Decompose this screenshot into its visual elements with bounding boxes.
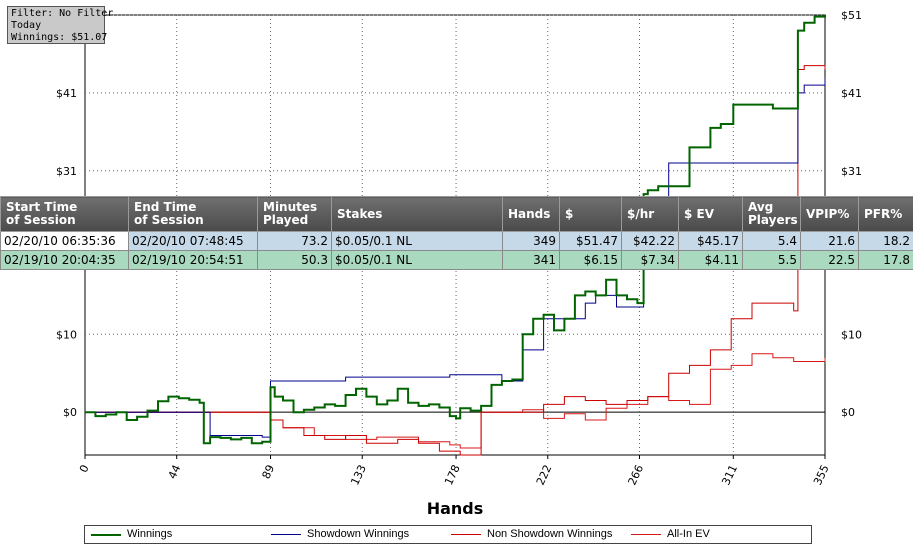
cell-pfr[interactable]: 18.2 <box>858 231 913 251</box>
cell-start-time[interactable]: 02/19/10 20:04:35 <box>0 250 129 270</box>
table-row[interactable]: 02/20/10 06:35:36 02/20/10 07:48:45 73.2… <box>0 231 913 251</box>
col-header-start-time[interactable]: Start Time of Session <box>0 196 129 232</box>
x-tick-label: 266 <box>626 463 647 488</box>
chart-legend: Winnings Showdown Winnings Non Showdown … <box>84 525 812 544</box>
winnings-label: Winnings: $51.07 <box>11 32 108 43</box>
col-header-end-time[interactable]: End Time of Session <box>128 196 258 232</box>
y-tick-label-right: $41 <box>841 87 862 100</box>
col-header-minutes-played[interactable]: Minutes Played <box>257 196 332 232</box>
filter-label: Filter: No Filter <box>11 8 114 19</box>
cell-avg-players[interactable]: 5.4 <box>742 231 801 251</box>
y-tick-label-right: $31 <box>841 165 862 178</box>
x-tick-label: 355 <box>811 463 832 488</box>
x-tick-label: 0 <box>77 463 92 475</box>
cell-hands[interactable]: 349 <box>502 231 560 251</box>
cell-minutes-played[interactable]: 50.3 <box>257 250 332 270</box>
cell-dollar-ev[interactable]: $4.11 <box>678 250 743 270</box>
sessions-table-panel: Start Time of Session End Time of Sessio… <box>0 196 913 270</box>
cell-minutes-played[interactable]: 73.2 <box>257 231 332 251</box>
col-header-vpip[interactable]: VPIP% <box>800 196 859 232</box>
cell-vpip[interactable]: 21.6 <box>800 231 859 251</box>
chart-series <box>85 14 826 456</box>
cell-dollars[interactable]: $6.15 <box>559 250 622 270</box>
x-tick-label: 178 <box>442 463 463 488</box>
x-tick-label: 311 <box>719 463 740 488</box>
table-header-row: Start Time of Session End Time of Sessio… <box>0 196 913 232</box>
series-line-winnings <box>85 14 826 445</box>
cell-avg-players[interactable]: 5.5 <box>742 250 801 270</box>
col-header-avg-players[interactable]: Avg Players <box>742 196 801 232</box>
col-header-stakes[interactable]: Stakes <box>331 196 503 232</box>
x-tick-label: 44 <box>166 463 184 481</box>
x-tick-label: 133 <box>348 463 369 488</box>
cell-dollar-ev[interactable]: $45.17 <box>678 231 743 251</box>
legend-label: Winnings <box>127 528 173 540</box>
y-tick-label: $41 <box>56 87 77 100</box>
legend-swatch <box>451 534 481 535</box>
x-tick-label: 222 <box>534 463 555 488</box>
col-header-dollar-ev[interactable]: $ EV <box>678 196 743 232</box>
legend-swatch <box>91 534 121 536</box>
sessions-table: Start Time of Session End Time of Sessio… <box>0 196 913 270</box>
col-header-dollars[interactable]: $ <box>559 196 622 232</box>
y-tick-label: $0 <box>63 406 77 419</box>
y-tick-label: $31 <box>56 165 77 178</box>
cell-stakes[interactable]: $0.05/0.1 NL <box>331 250 503 270</box>
table-row[interactable]: 02/19/10 20:04:35 02/19/10 20:54:51 50.3… <box>0 250 913 270</box>
y-tick-label-right: $10 <box>841 328 862 341</box>
cell-dollars[interactable]: $51.47 <box>559 231 622 251</box>
y-tick-label-right: $51 <box>841 9 862 22</box>
cell-end-time[interactable]: 02/20/10 07:48:45 <box>128 231 258 251</box>
cell-dollars-per-hour[interactable]: $42.22 <box>621 231 679 251</box>
col-header-hands[interactable]: Hands <box>502 196 560 232</box>
cell-hands[interactable]: 341 <box>502 250 560 270</box>
cell-stakes[interactable]: $0.05/0.1 NL <box>331 231 503 251</box>
x-axis-label: Hands <box>427 499 484 518</box>
legend-label: Non Showdown Winnings <box>487 528 613 540</box>
legend-swatch <box>271 534 301 535</box>
legend-label: Showdown Winnings <box>307 528 410 540</box>
series-line-non-showdown-winnings <box>85 65 826 456</box>
series-line-all-in-ev <box>85 353 826 449</box>
cell-pfr[interactable]: 17.8 <box>858 250 913 270</box>
y-tick-label: $10 <box>56 328 77 341</box>
y-tick-label-right: $0 <box>841 406 855 419</box>
x-tick-label: 89 <box>260 463 278 481</box>
col-header-pfr[interactable]: PFR% <box>858 196 913 232</box>
col-header-dollars-per-hour[interactable]: $/hr <box>621 196 679 232</box>
x-axis-ticks: 0 44 89 133 178 222 266 311 355 <box>77 455 832 487</box>
legend-label: All-In EV <box>667 528 710 540</box>
filter-info-box: Filter: No Filter Today Winnings: $51.07 <box>7 6 114 44</box>
legend-swatch <box>631 534 661 535</box>
cell-vpip[interactable]: 22.5 <box>800 250 859 270</box>
cell-end-time[interactable]: 02/19/10 20:54:51 <box>128 250 258 270</box>
cell-start-time[interactable]: 02/20/10 06:35:36 <box>0 231 129 251</box>
date-range-label: Today <box>11 20 42 31</box>
cell-dollars-per-hour[interactable]: $7.34 <box>621 250 679 270</box>
